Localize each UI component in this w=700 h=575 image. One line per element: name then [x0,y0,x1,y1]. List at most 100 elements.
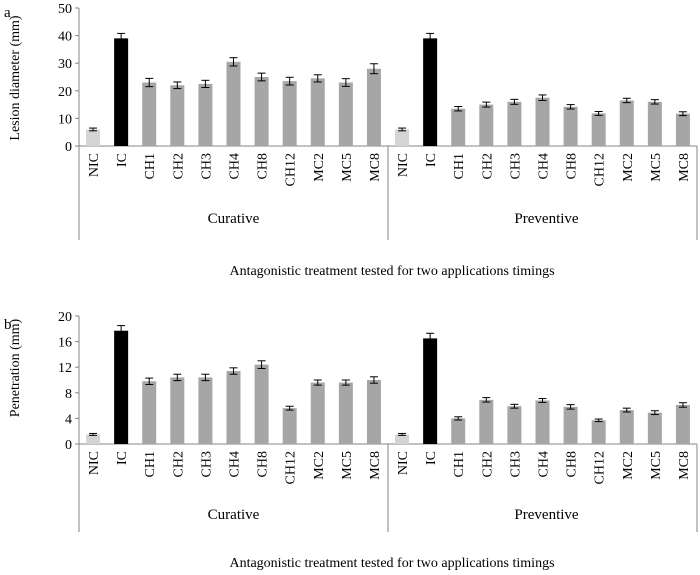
x-tick-label: IC [115,451,130,465]
bar-nic [395,129,410,146]
x-tick-label: CH2 [171,153,186,179]
x-tick-label: CH4 [227,153,242,179]
panel-label: b [4,317,12,333]
y-tick-label: 20 [58,310,72,325]
y-axis-label: Penetration (mm) [8,318,23,417]
x-tick-label: NIC [87,451,102,475]
group-label: Curative [208,211,260,227]
bar-ch4 [535,400,550,444]
x-tick-label: CH3 [199,451,214,477]
bar-ic [114,38,129,146]
x-tick-label: CH8 [565,451,580,477]
y-tick-label: 0 [65,438,72,453]
bar-mc5 [647,412,662,444]
bar-ch2 [479,399,494,444]
x-tick-label: CH2 [480,451,495,477]
bar-mc8 [675,404,690,444]
bar-ch3 [507,101,522,146]
x-tick-label: CH4 [227,451,242,477]
x-tick-label: CH12 [593,153,608,186]
bar-ic [423,338,438,444]
x-tick-label: MC2 [312,451,327,480]
bar-nic [86,434,101,444]
x-tick-label: MC8 [368,153,383,182]
bar-mc2 [310,382,325,444]
x-tick-label: CH4 [536,153,551,179]
x-tick-label: CH8 [565,153,580,179]
x-tick-label: NIC [87,153,102,177]
x-tick-label: CH12 [284,451,299,484]
bar-ch12 [591,113,606,146]
x-tick-label: MC8 [368,451,383,480]
group-label: Preventive [514,211,578,227]
bar-ch2 [170,377,185,444]
x-tick-label: CH8 [256,451,271,477]
panel-label: a [4,5,11,21]
bar-ch3 [198,377,213,444]
bar-ch3 [198,83,213,146]
bar-ch4 [226,371,241,444]
x-tick-label: CH1 [143,451,158,477]
x-tick-label: CH8 [256,153,271,179]
group-label: Curative [208,507,260,523]
bar-ch8 [254,364,269,444]
chart-marks: 0 4 8 12 16 20 Curative NIC IC CH1 CH2 CH3 CH4 CH8 CH1… [58,310,698,532]
x-tick-label: MC5 [649,153,664,182]
bar-mc5 [338,82,353,146]
bar-mc8 [366,68,381,146]
x-tick-label: IC [115,153,130,167]
x-tick-label: CH3 [508,153,523,179]
bar-mc2 [619,410,634,444]
x-tick-label: MC5 [340,451,355,480]
panel-a: a Lesion diameter (mm) Antagonistic trea… [4,2,698,279]
bar-ch8 [254,77,269,146]
x-tick-label: CH4 [536,451,551,477]
x-tick-label: CH1 [452,153,467,179]
bar-ch1 [142,381,157,444]
bar-ch12 [282,81,297,146]
x-tick-label: MC2 [312,153,327,182]
bar-ch4 [535,97,550,146]
x-tick-label: MC5 [340,153,355,182]
x-tick-label: CH3 [508,451,523,477]
bar-ch12 [591,420,606,444]
bar-mc2 [310,78,325,146]
bar-ch8 [563,406,578,444]
chart-marks: 0 10 20 30 40 50 Curative NIC IC CH1 CH2 CH3 CH4 CH8 C… [58,2,698,240]
y-tick-label: 8 [65,387,72,402]
bar-ch2 [170,85,185,146]
y-tick-label: 4 [65,412,72,427]
bar-mc5 [647,101,662,146]
x-tick-label: IC [424,451,439,465]
y-tick-label: 50 [58,2,72,17]
x-tick-label: CH12 [284,153,299,186]
x-tick-label: NIC [396,451,411,475]
x-tick-label: MC2 [621,451,636,480]
y-tick-label: 10 [58,112,72,127]
bar-ch3 [507,406,522,444]
x-tick-label: MC8 [677,153,692,182]
x-tick-label: MC8 [677,451,692,480]
x-tick-label: CH2 [480,153,495,179]
bar-mc8 [675,113,690,146]
bar-ch12 [282,408,297,444]
group-label: Preventive [514,507,578,523]
y-tick-label: 0 [65,140,72,155]
bar-nic [395,434,410,444]
bar-ic [423,38,438,146]
x-tick-label: MC5 [649,451,664,480]
x-tick-label: CH3 [199,153,214,179]
bar-mc5 [338,382,353,444]
x-axis-label: Antagonistic treatment tested for two ap… [229,264,554,279]
y-axis-label: Lesion diameter (mm) [8,15,23,141]
bar-ch4 [226,61,241,146]
x-tick-label: NIC [396,153,411,177]
y-tick-label: 40 [58,30,72,45]
x-tick-label: CH1 [143,153,158,179]
y-tick-label: 12 [58,361,72,376]
panel-b: b Penetration (mm) Antagonistic treatmen… [4,310,698,571]
x-tick-label: CH1 [452,451,467,477]
bar-ch1 [451,418,466,444]
x-tick-label: CH12 [593,451,608,484]
